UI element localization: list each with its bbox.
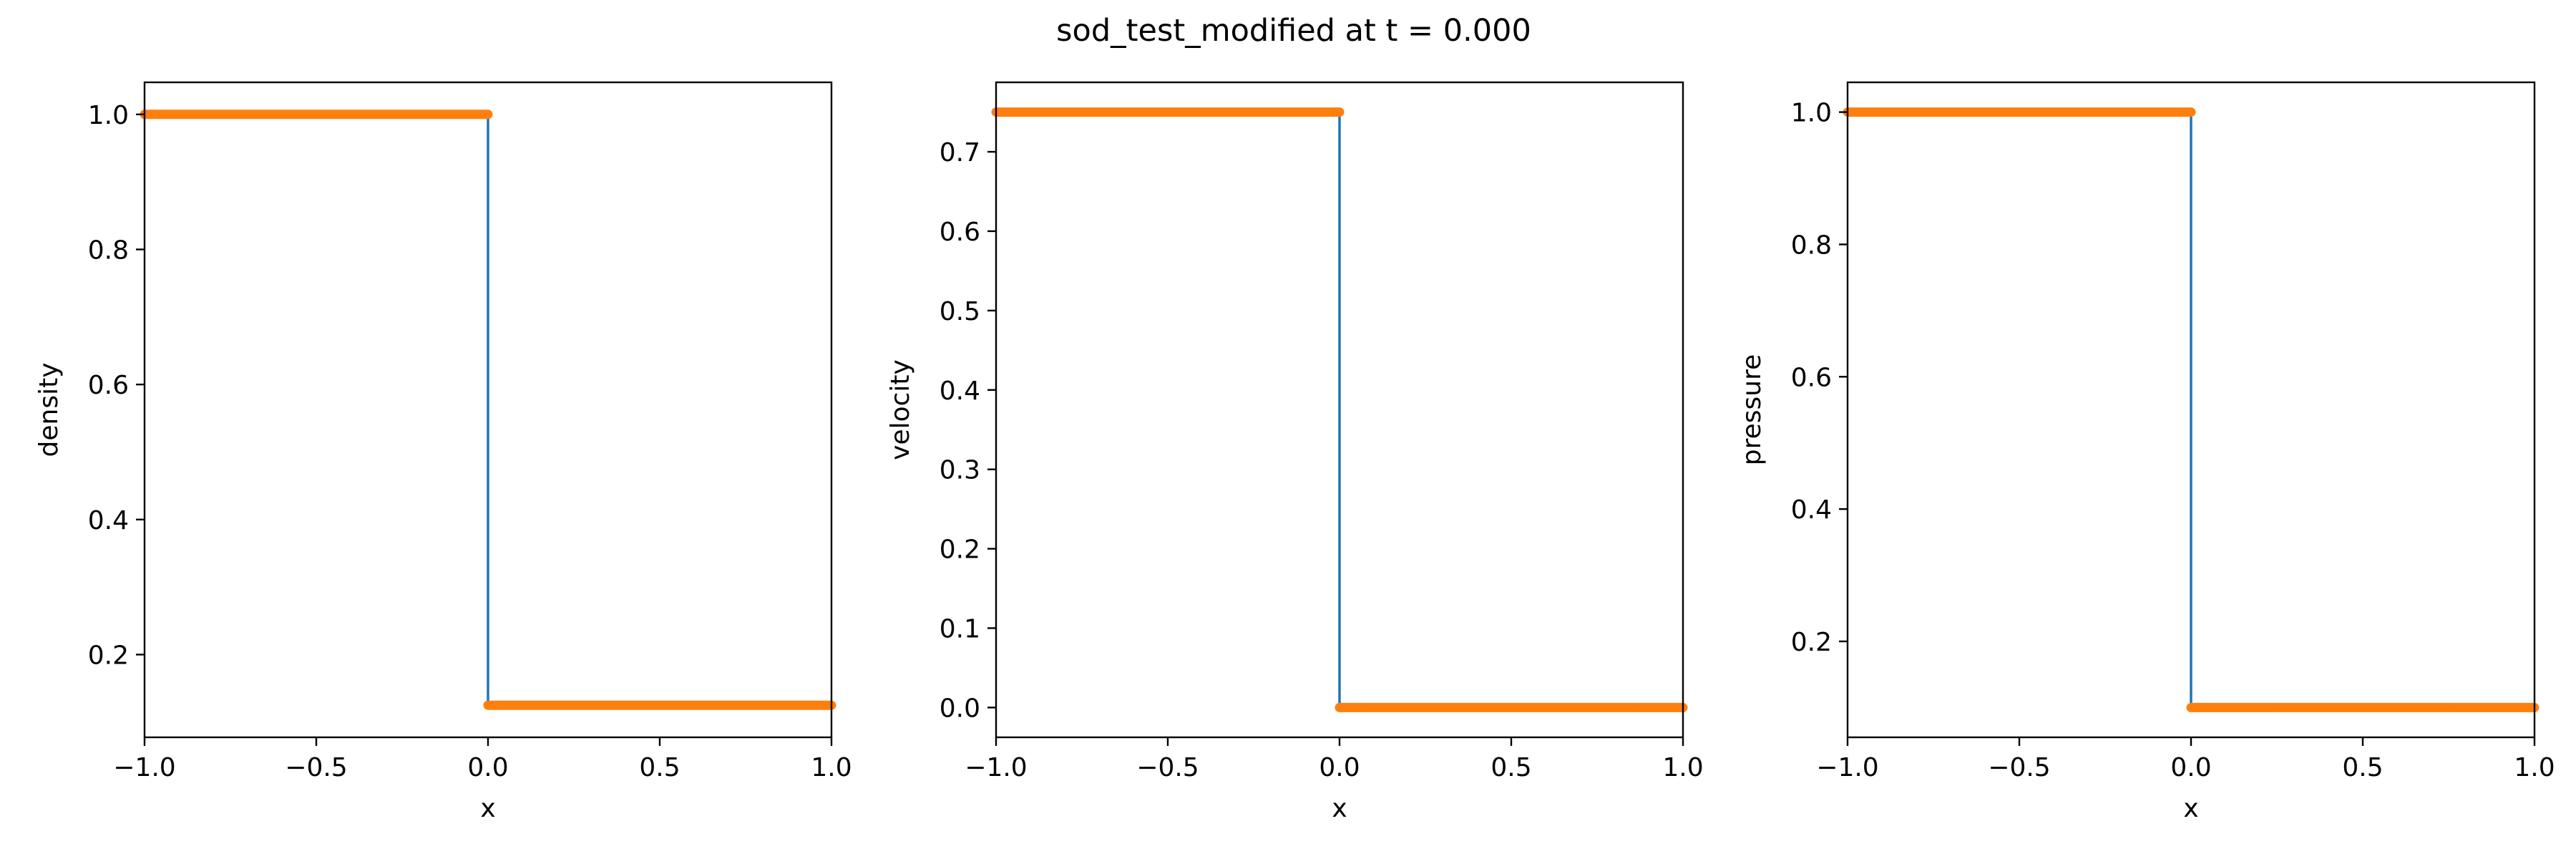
subplot-density: −1.0 −0.5 0.0 0.5 1.0 0.2 0.4 0.6 0.8 1.0 x density bbox=[34, 81, 852, 823]
x-tick-label: 0.0 bbox=[467, 753, 508, 782]
y-tick-label: 0.3 bbox=[940, 456, 980, 485]
y-tick-label: 0.4 bbox=[940, 377, 980, 406]
subplot-velocity: −1.0 −0.5 0.0 0.5 1.0 0.0 0.1 0.2 0.3 0.4 0.5 0.6 0.… bbox=[886, 81, 1704, 823]
y-tick-label: 0.1 bbox=[940, 615, 980, 644]
y-tick-label: 0.6 bbox=[1791, 363, 1832, 392]
x-axis-label: x bbox=[1332, 794, 1347, 823]
x-tick-label: 0.0 bbox=[2170, 753, 2211, 782]
y-axis-label: pressure bbox=[1737, 354, 1767, 466]
y-tick-label: 0.2 bbox=[940, 535, 980, 565]
y-tick-label: 0.2 bbox=[88, 641, 129, 670]
y-tick-label: 0.4 bbox=[1791, 495, 1832, 525]
x-tick-label: 1.0 bbox=[1662, 753, 1703, 782]
x-tick-label: −0.5 bbox=[285, 753, 347, 782]
x-tick-label: 1.0 bbox=[2514, 753, 2555, 782]
y-tick-label: 0.6 bbox=[940, 218, 980, 247]
x-tick-label: 0.5 bbox=[639, 753, 680, 782]
x-tick-label: −0.5 bbox=[1988, 753, 2050, 782]
y-tick-label: 0.5 bbox=[940, 297, 980, 326]
y-tick-label: 1.0 bbox=[1791, 99, 1832, 128]
figure-title: sod_test_modified at t = 0.000 bbox=[1056, 13, 1531, 49]
y-tick-label: 0.7 bbox=[940, 138, 980, 168]
x-axis-label: x bbox=[480, 794, 495, 823]
y-tick-label: 1.0 bbox=[88, 101, 129, 130]
y-axis-label: density bbox=[34, 363, 64, 457]
x-tick-label: −1.0 bbox=[113, 753, 175, 782]
y-tick-label: 0.0 bbox=[940, 694, 980, 723]
x-tick-label: 0.0 bbox=[1319, 753, 1360, 782]
x-tick-label: −1.0 bbox=[1816, 753, 1878, 782]
x-axis-label: x bbox=[2183, 794, 2198, 823]
x-tick-label: −1.0 bbox=[965, 753, 1027, 782]
x-tick-label: 0.5 bbox=[2342, 753, 2383, 782]
x-tick-label: 0.5 bbox=[1491, 753, 1531, 782]
subplot-pressure: −1.0 −0.5 0.0 0.5 1.0 0.2 0.4 0.6 0.8 1.0 x pressur… bbox=[1737, 81, 2555, 823]
y-tick-label: 0.8 bbox=[88, 236, 129, 265]
subplots: −1.0 −0.5 0.0 0.5 1.0 0.2 0.4 0.6 0.8 1.0 x density… bbox=[34, 81, 2555, 823]
y-tick-label: 0.8 bbox=[1791, 230, 1832, 260]
y-axis-label: velocity bbox=[886, 359, 915, 460]
x-tick-label: 1.0 bbox=[811, 753, 852, 782]
y-tick-label: 0.4 bbox=[88, 506, 129, 535]
x-tick-label: −0.5 bbox=[1136, 753, 1199, 782]
y-tick-label: 0.6 bbox=[88, 371, 129, 400]
y-tick-label: 0.2 bbox=[1791, 628, 1832, 657]
